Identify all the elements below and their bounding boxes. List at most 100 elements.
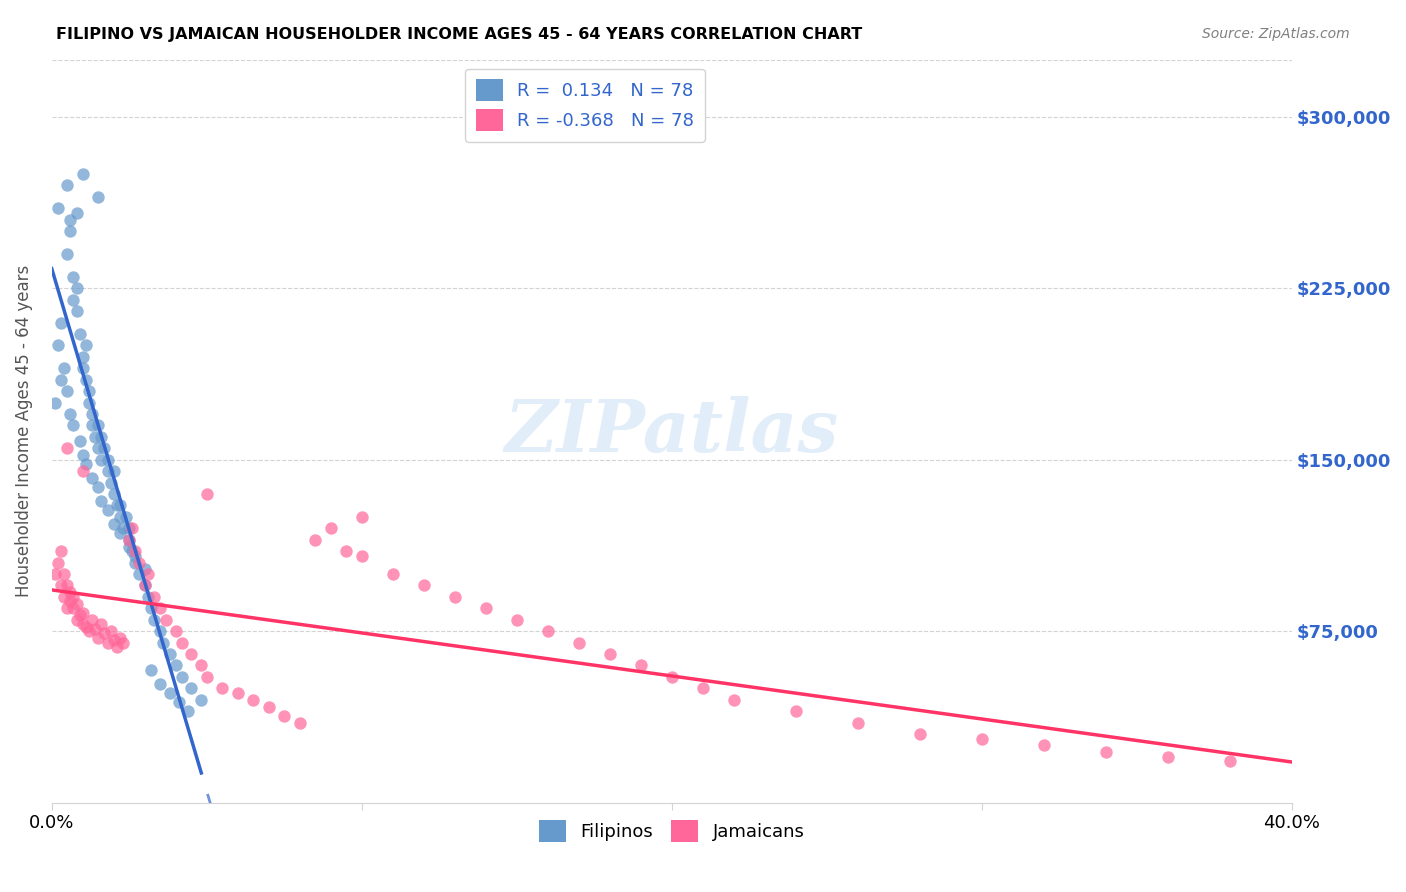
Point	[65, 597, 87, 611]
Point	[159, 686, 181, 700]
Point	[90, 617, 112, 632]
Point	[69, 608, 91, 623]
Point	[118, 533, 141, 547]
Point	[56, 578, 79, 592]
Point	[100, 475, 122, 490]
Point	[723, 692, 745, 706]
Point	[84, 622, 107, 636]
Point	[96, 635, 118, 649]
Point	[350, 509, 373, 524]
Text: FILIPINO VS JAMAICAN HOUSEHOLDER INCOME AGES 45 - 64 YEARS CORRELATION CHART: FILIPINO VS JAMAICAN HOUSEHOLDER INCOME …	[56, 27, 862, 42]
Point	[53, 361, 76, 376]
Point	[59, 224, 82, 238]
Point	[412, 578, 434, 592]
Point	[46, 338, 69, 352]
Point	[143, 613, 166, 627]
Point	[257, 699, 280, 714]
Point	[53, 566, 76, 581]
Point	[195, 487, 218, 501]
Point	[56, 442, 79, 456]
Point	[49, 578, 72, 592]
Point	[139, 663, 162, 677]
Point	[72, 464, 94, 478]
Point	[105, 499, 128, 513]
Point	[80, 613, 103, 627]
Point	[103, 464, 125, 478]
Point	[568, 635, 591, 649]
Point	[190, 692, 212, 706]
Point	[155, 613, 177, 627]
Legend: R =  0.134   N = 78, R = -0.368   N = 78: R = 0.134 N = 78, R = -0.368 N = 78	[465, 69, 704, 142]
Point	[108, 631, 131, 645]
Point	[118, 540, 141, 554]
Point	[134, 562, 156, 576]
Point	[165, 658, 187, 673]
Point	[443, 590, 465, 604]
Point	[87, 190, 110, 204]
Point	[75, 338, 97, 352]
Point	[65, 613, 87, 627]
Point	[90, 430, 112, 444]
Point	[128, 566, 150, 581]
Point	[115, 509, 138, 524]
Point	[72, 361, 94, 376]
Point	[72, 617, 94, 632]
Point	[44, 566, 66, 581]
Point	[149, 676, 172, 690]
Point	[180, 681, 202, 696]
Point	[136, 590, 159, 604]
Point	[970, 731, 993, 746]
Point	[72, 606, 94, 620]
Point	[90, 493, 112, 508]
Point	[599, 647, 621, 661]
Point	[77, 395, 100, 409]
Point	[77, 624, 100, 639]
Point	[59, 407, 82, 421]
Point	[124, 556, 146, 570]
Point	[692, 681, 714, 696]
Point	[1094, 745, 1116, 759]
Point	[121, 521, 143, 535]
Point	[87, 418, 110, 433]
Text: Source: ZipAtlas.com: Source: ZipAtlas.com	[1202, 27, 1350, 41]
Point	[846, 715, 869, 730]
Point	[381, 566, 404, 581]
Point	[335, 544, 357, 558]
Point	[273, 708, 295, 723]
Point	[118, 521, 141, 535]
Point	[537, 624, 560, 639]
Point	[112, 635, 135, 649]
Point	[1032, 739, 1054, 753]
Point	[121, 544, 143, 558]
Point	[77, 384, 100, 398]
Point	[124, 549, 146, 563]
Point	[65, 304, 87, 318]
Point	[908, 727, 931, 741]
Point	[785, 704, 807, 718]
Point	[149, 624, 172, 639]
Point	[474, 601, 496, 615]
Point	[304, 533, 326, 547]
Point	[103, 487, 125, 501]
Point	[49, 373, 72, 387]
Point	[49, 316, 72, 330]
Point	[134, 578, 156, 592]
Point	[103, 633, 125, 648]
Point	[96, 464, 118, 478]
Point	[139, 601, 162, 615]
Point	[80, 418, 103, 433]
Point	[226, 686, 249, 700]
Point	[75, 619, 97, 633]
Point	[170, 670, 193, 684]
Point	[56, 601, 79, 615]
Point	[44, 395, 66, 409]
Point	[80, 407, 103, 421]
Point	[59, 594, 82, 608]
Point	[350, 549, 373, 563]
Point	[190, 658, 212, 673]
Point	[62, 269, 84, 284]
Point	[84, 430, 107, 444]
Point	[90, 452, 112, 467]
Point	[80, 471, 103, 485]
Point	[159, 647, 181, 661]
